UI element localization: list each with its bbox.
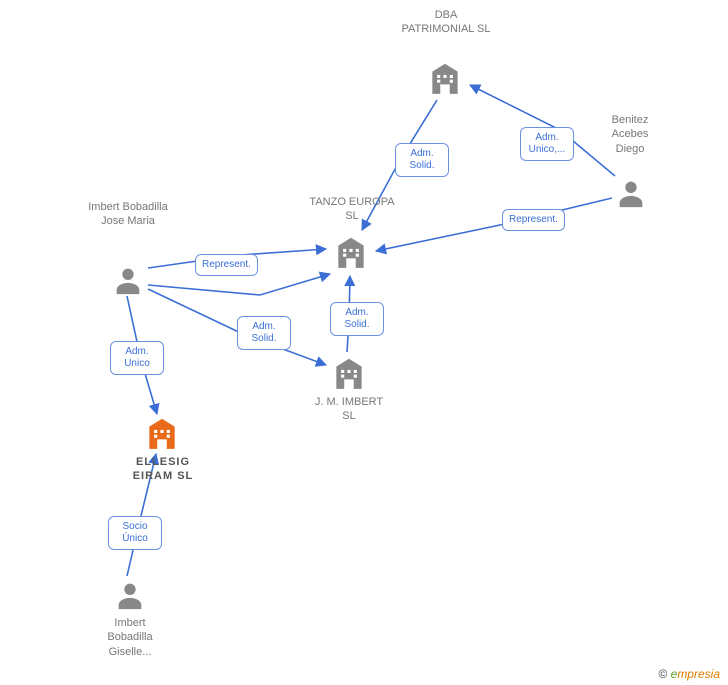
building-icon[interactable] xyxy=(330,354,368,397)
edges-layer xyxy=(0,0,728,685)
node-label-dba[interactable]: DBA PATRIMONIAL SL xyxy=(399,8,493,37)
person-icon[interactable] xyxy=(111,263,145,302)
node-label-imbert_jose[interactable]: Imbert Bobadilla Jose Maria xyxy=(88,200,168,229)
building-icon[interactable] xyxy=(426,59,464,102)
edge-label-imbert_giselle-ellesig: SocioÚnico xyxy=(108,516,162,550)
edge-label-jmimbert-tanzo: Adm.Solid. xyxy=(330,302,384,336)
brand-logo: empresia xyxy=(671,667,720,681)
node-label-imbert_giselle[interactable]: Imbert Bobadilla Giselle... xyxy=(92,616,168,659)
person-icon[interactable] xyxy=(614,176,648,215)
edge-imbert_jose-tanzo xyxy=(148,274,330,295)
edge-label-dba-tanzo: Adm.Solid. xyxy=(395,143,449,177)
building-icon[interactable] xyxy=(332,233,370,276)
node-label-tanzo[interactable]: TANZO EUROPA SL xyxy=(307,195,397,224)
edge-label-benitez-tanzo: Represent. xyxy=(502,209,565,231)
edge-label-imbert_jose-jmimbert: Adm.Solid. xyxy=(237,316,291,350)
person-icon[interactable] xyxy=(113,578,147,617)
footer-attribution: © empresia xyxy=(658,667,720,681)
node-label-ellesig[interactable]: ELLESIG EIRAM SL xyxy=(118,455,208,484)
edge-benitez-tanzo xyxy=(376,198,612,251)
edge-label-imbert_jose-ellesig: Adm.Unico xyxy=(110,341,164,375)
node-label-jmimbert[interactable]: J. M. IMBERT SL xyxy=(314,395,384,424)
building-icon[interactable] xyxy=(143,414,181,457)
edge-label-imbert_jose-tanzo: Represent. xyxy=(195,254,258,276)
node-label-benitez[interactable]: Benitez Acebes Diego xyxy=(598,113,662,156)
copyright-symbol: © xyxy=(658,667,667,681)
edge-label-benitez-dba: Adm.Unico,... xyxy=(520,127,574,161)
